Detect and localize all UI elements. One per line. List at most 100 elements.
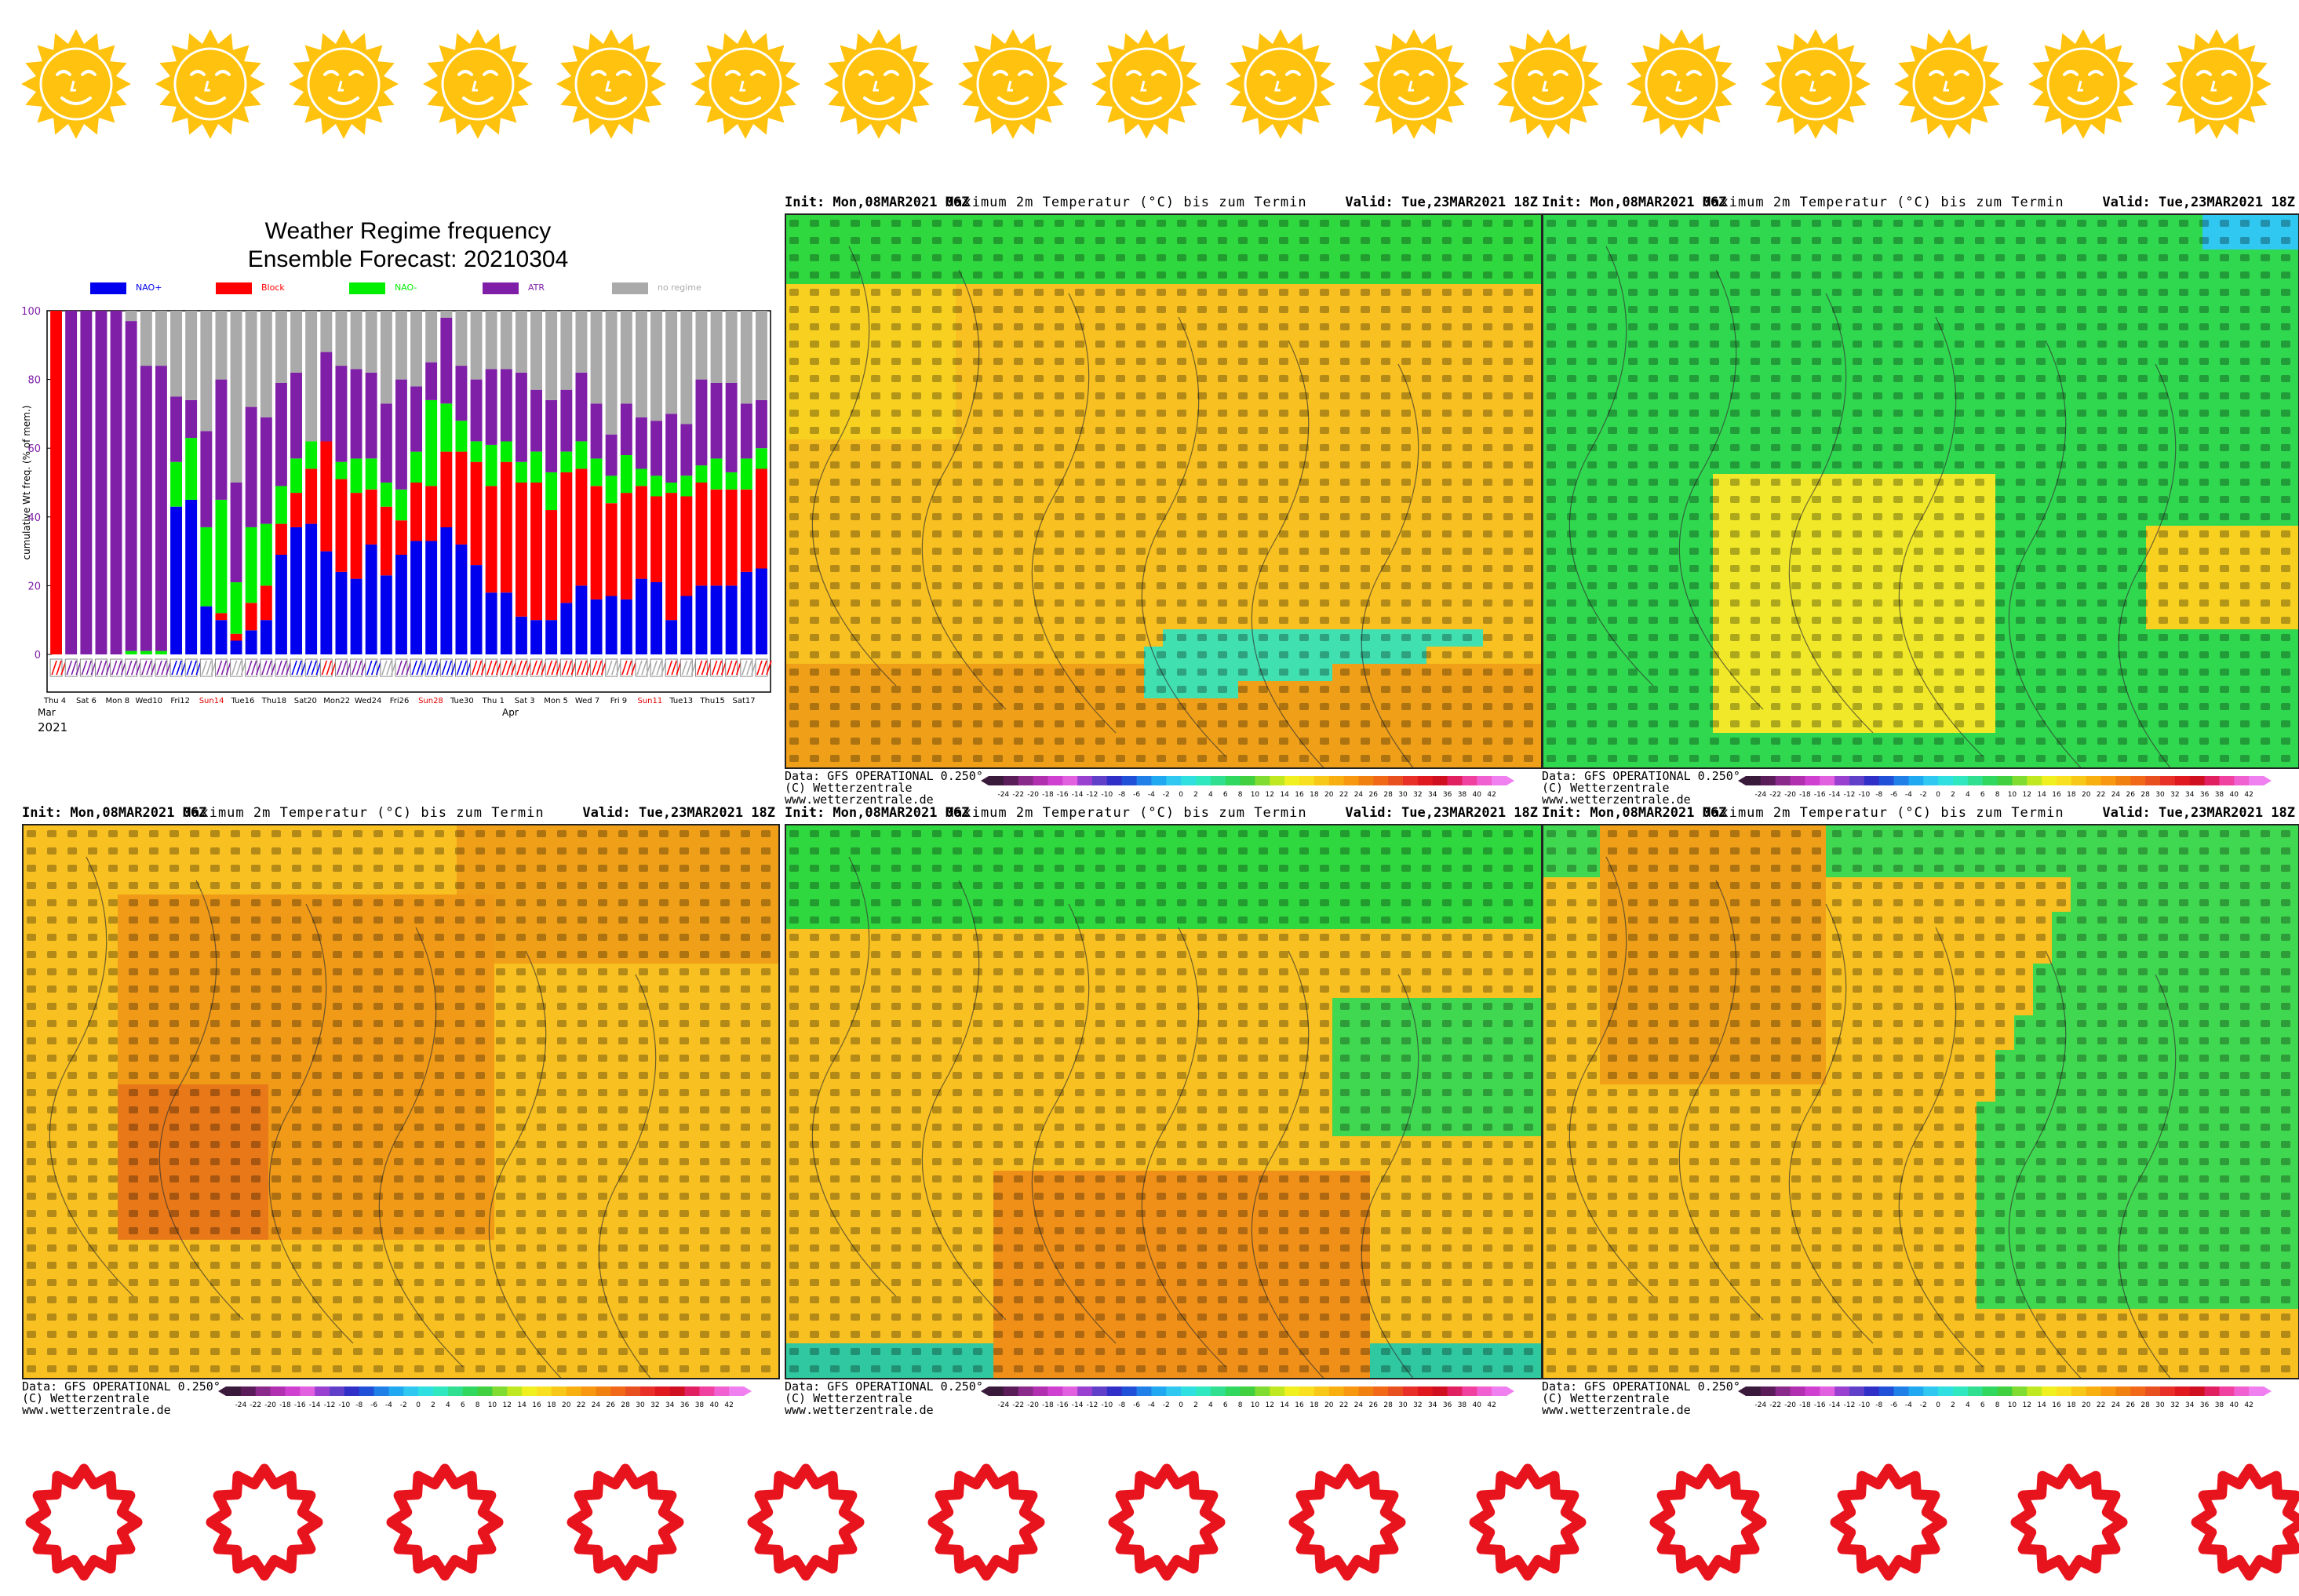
color-scale-label: 20	[2082, 1401, 2091, 1409]
color-scale-label: 32	[2170, 791, 2179, 799]
bar-segment	[470, 461, 483, 566]
bar-segment	[320, 311, 333, 352]
marker-hatch	[341, 660, 348, 676]
color-scale-label: -12	[1844, 1401, 1856, 1409]
smiling-sun-icon	[151, 25, 269, 146]
bar-segment	[650, 496, 662, 582]
border-line	[488, 950, 562, 1378]
color-scale-label: 32	[650, 1401, 659, 1409]
bar-segment	[155, 311, 167, 366]
border-line	[1031, 903, 1117, 1344]
bar-segment	[695, 585, 708, 654]
sun-outline-icon	[1108, 1463, 1226, 1584]
x-tick-label: Sun11	[637, 697, 662, 705]
bar-segment	[335, 479, 348, 572]
color-scale-label: -10	[1859, 791, 1871, 799]
marker-hatch	[366, 660, 373, 676]
color-scale-label: -22	[250, 1401, 261, 1409]
color-scale-swatch	[1775, 776, 1791, 785]
color-scale-swatch	[1849, 776, 1865, 785]
color-scale-swatch	[1447, 776, 1463, 785]
bar-segment	[516, 461, 527, 483]
marker-hatch	[531, 660, 537, 676]
panel-header: Init: Mon,08MAR2021 06Z Maximum 2m Temper…	[22, 803, 780, 824]
color-scale-label: -18	[1799, 1401, 1811, 1409]
color-scale-label: -16	[1814, 791, 1826, 799]
bar-segment	[575, 468, 588, 586]
bar-segment	[275, 486, 287, 524]
marker-hatch	[506, 660, 512, 676]
top-sun-border	[0, 25, 2299, 143]
bar-segment	[605, 434, 618, 476]
sun-outline-icon	[1469, 1463, 1587, 1584]
map-title: Maximum 2m Temperatur (°C) bis zum Termi…	[945, 805, 1307, 821]
color-scale-swatch	[226, 1386, 242, 1396]
color-scale-label: -16	[1057, 791, 1069, 799]
color-scale-swatch	[1492, 1386, 1507, 1396]
color-scale-swatch	[447, 1386, 464, 1396]
bar-segment	[725, 472, 738, 490]
color-scale-swatch	[640, 1386, 656, 1396]
color-scale-swatch	[1077, 776, 1093, 785]
marker-hatch	[235, 660, 242, 676]
x-tick-label: Sat 3	[515, 697, 535, 705]
regime-frequency-chart: Weather Regime frequency Ensemble Foreca…	[16, 204, 785, 769]
panel-footer: Data: GFS OPERATIONAL 0.250° (C) Wetterze…	[1542, 1381, 1740, 1416]
bar-segment	[605, 596, 618, 654]
color-scale-swatch	[1953, 776, 1969, 785]
legend-label: Block	[261, 282, 285, 293]
bar-segment	[680, 496, 693, 596]
marker-hatch	[756, 660, 763, 676]
color-scale-swatch	[315, 1386, 330, 1396]
color-scale-swatch	[1284, 776, 1300, 785]
color-scale-label: 32	[2170, 1401, 2179, 1409]
color-scale-label: 14	[1280, 1401, 1289, 1409]
valid-time: Valid: Tue,23MAR2021 18Z	[582, 805, 775, 821]
bar-segment	[245, 311, 257, 407]
x-tick-label: Thu 1	[482, 697, 505, 705]
color-scale-swatch	[2057, 776, 2072, 785]
color-scale-swatch	[240, 1386, 257, 1396]
bar-segment	[170, 461, 182, 507]
color-scale-swatch	[522, 1386, 537, 1396]
color-scale: -24 -22 -20 -18 -16 -14 -12 -10 -8 -6 -4 -2 0 2 4 6 8 10 1…	[218, 1386, 752, 1409]
color-scale-swatch	[2204, 1386, 2220, 1396]
bar-segment	[290, 458, 302, 494]
color-scale-swatch	[1166, 776, 1182, 785]
color-scale-swatch	[537, 1386, 552, 1396]
color-scale-label: 14	[517, 1401, 526, 1409]
color-scale-label: -2	[1920, 1401, 1927, 1409]
marker-hatch	[516, 660, 523, 676]
color-scale-swatch	[255, 1386, 271, 1396]
bar-segment	[710, 458, 723, 490]
marker-hatch	[306, 660, 312, 676]
color-scale-label: 0	[1179, 1401, 1183, 1409]
color-scale-swatch	[2174, 776, 2191, 785]
bar-segment	[50, 311, 62, 654]
panel-footer: Data: GFS OPERATIONAL 0.250° (C) Wetterze…	[22, 1381, 220, 1416]
panel-header: Init: Mon,08MAR2021 06Z Maximum 2m Temper…	[785, 803, 1543, 824]
marker-hatch	[231, 660, 238, 676]
color-scale-label: -14	[1072, 791, 1084, 799]
color-scale-swatch	[1018, 1386, 1034, 1396]
color-scale-label: -6	[1890, 1401, 1897, 1409]
bar-segment	[695, 483, 708, 586]
bar-segment	[305, 468, 318, 524]
bar-segment	[305, 311, 318, 442]
marker-hatch	[351, 660, 358, 676]
marker-hatch	[581, 660, 588, 676]
color-scale-swatch	[2100, 1386, 2116, 1396]
bar-segment	[725, 383, 738, 472]
color-scale-label: 36	[1443, 1401, 1452, 1409]
marker-hatch	[281, 660, 287, 676]
color-scale-swatch	[1805, 776, 1820, 785]
color-scale-swatch	[330, 1386, 345, 1396]
bar-segment	[335, 366, 348, 462]
smiling-sun-icon	[1088, 25, 1205, 146]
color-scale-swatch	[2130, 776, 2146, 785]
color-scale-swatch	[388, 1386, 404, 1396]
y-tick-label: 100	[21, 306, 41, 318]
bar-segment	[695, 379, 708, 466]
color-scale-label: 12	[1266, 791, 1274, 799]
bar-segment	[395, 379, 407, 490]
